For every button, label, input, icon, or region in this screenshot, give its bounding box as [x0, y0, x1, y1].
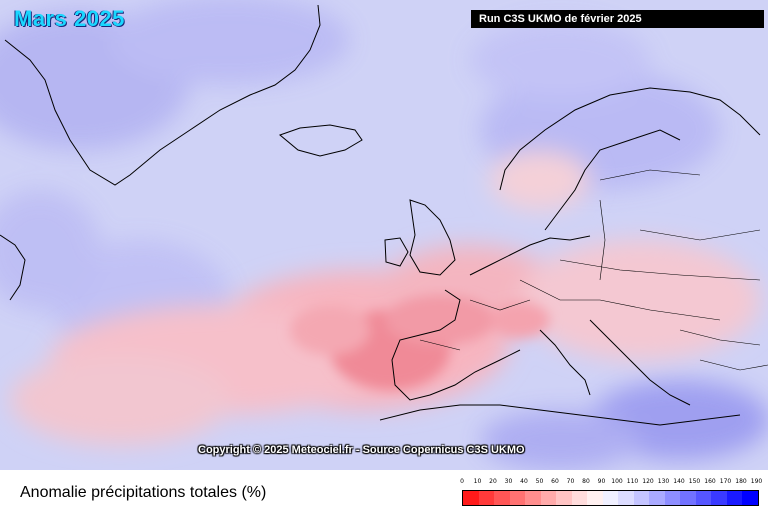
scale-tick-label: 140 [673, 478, 685, 485]
scale-tick-label: 90 [597, 478, 606, 485]
copyright-text: Copyright © 2025 Meteociel.fr - Source C… [198, 444, 525, 456]
scale-swatch [726, 491, 742, 505]
scale-swatch [695, 491, 711, 505]
scale-tick-label: 40 [520, 478, 528, 485]
map-title: Mars 2025 [14, 6, 125, 31]
scale-tick-label: 130 [657, 478, 670, 485]
scale-swatch [618, 491, 634, 505]
scale-swatch [463, 491, 479, 505]
scale-tick-label: 170 [719, 478, 732, 485]
scale-swatch [494, 491, 510, 505]
legend-title: Anomalie précipitations totales (%) [20, 484, 267, 501]
scale-swatch [602, 491, 618, 505]
scale-tick-label: 70 [566, 478, 575, 485]
scale-tick-label: 150 [688, 478, 701, 485]
scale-swatch [556, 491, 572, 505]
scale-swatch [571, 491, 587, 505]
scale-tick-label: 20 [489, 478, 497, 485]
scale-tick-label: 80 [582, 478, 590, 485]
scale-tick-label: 120 [642, 478, 654, 485]
scale-swatch [680, 491, 696, 505]
country-borders [419, 169, 768, 371]
run-label: Run C3S UKMO de février 2025 [471, 10, 764, 28]
legend-panel: Anomalie précipitations totales (%) 0 10 2… [0, 470, 768, 512]
scale-swatch [587, 491, 603, 505]
scale-swatch [633, 491, 649, 505]
scale-tick-label: 10 [473, 478, 482, 485]
scale-tick-label: 160 [704, 478, 716, 485]
scale-tick-label: 30 [504, 478, 513, 485]
scale-swatch [509, 491, 525, 505]
scale-swatch [664, 491, 680, 505]
scale-tick-label: 180 [735, 478, 747, 485]
scale-swatch [711, 491, 727, 505]
map-canvas [0, 0, 768, 470]
scale-tick-label: 100 [611, 478, 623, 485]
coastlines [0, 4, 761, 426]
scale-swatch [478, 491, 494, 505]
scale-swatch [525, 491, 541, 505]
scale-tick-label: 0 [460, 478, 464, 485]
scale-tick-label: 190 [750, 478, 763, 485]
scale-swatch [540, 491, 556, 505]
color-scale: 0 10 20 30 40 50 60 70 80 90 100 110 120 130 140 150 160… [440, 478, 762, 508]
scale-tick-label: 60 [551, 478, 559, 485]
scale-tick-labels: 0 10 20 30 40 50 60 70 80 90 100 110 120 130 140 150 160… [440, 478, 762, 488]
scale-tick-label: 110 [626, 478, 639, 485]
strong-dry-core [290, 295, 550, 390]
precipitation-anomaly-map: Mars 2025 Run C3S UKMO de février 2025 C… [0, 0, 768, 470]
scale-tick-label: 50 [535, 478, 544, 485]
scale-swatch [742, 491, 758, 505]
scale-swatches [462, 490, 759, 506]
scale-swatch [649, 491, 665, 505]
